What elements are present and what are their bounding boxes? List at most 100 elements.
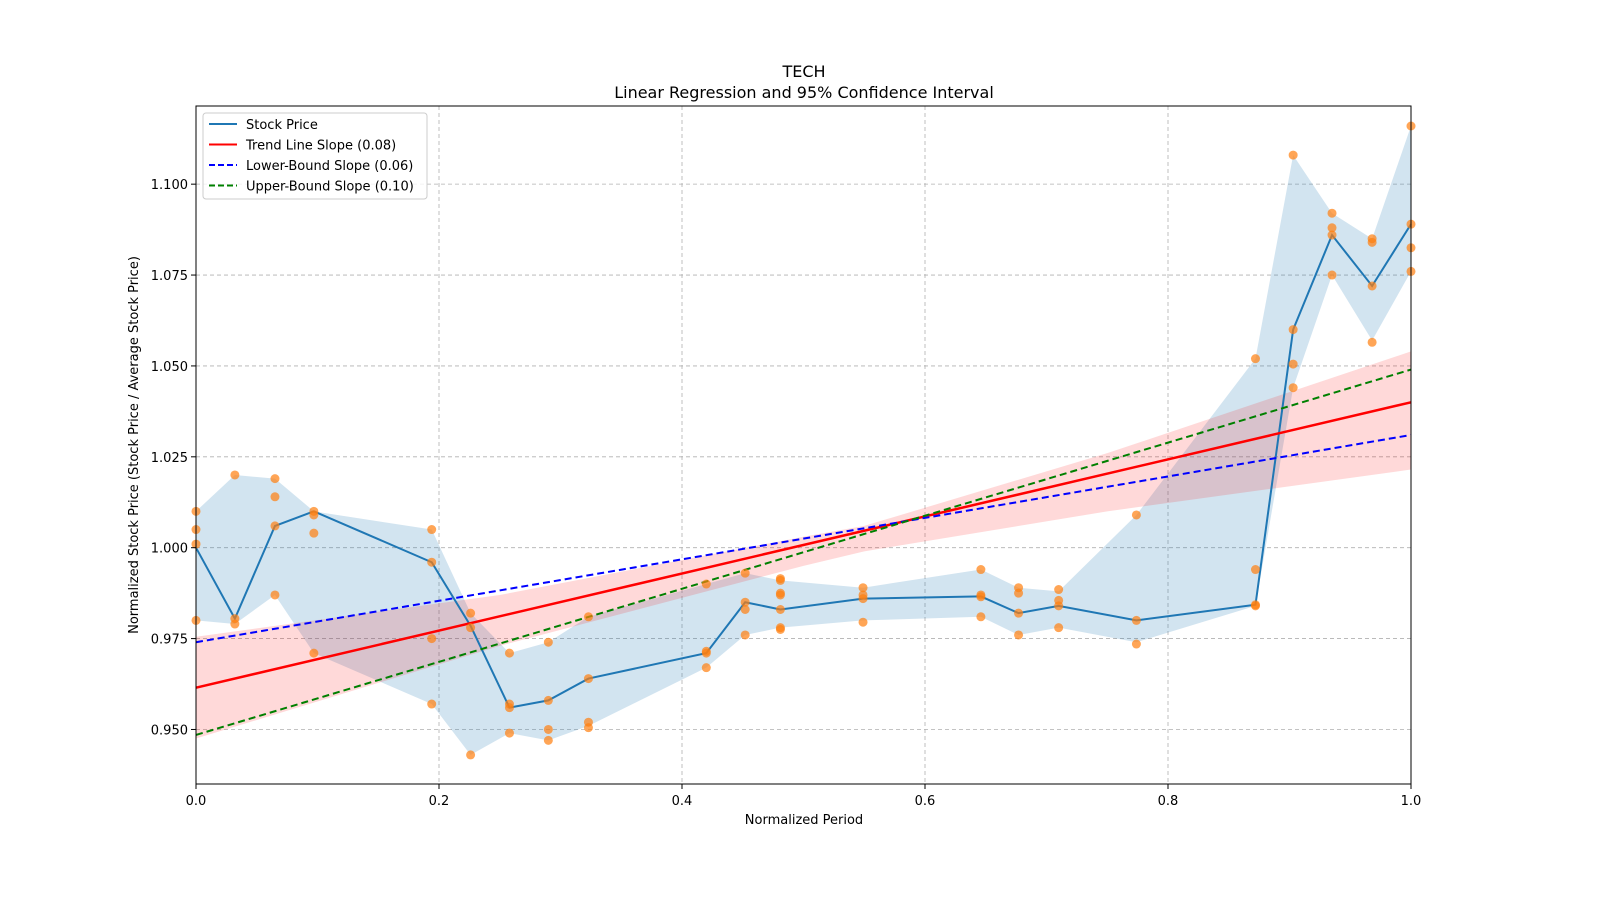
scatter-point — [504, 728, 514, 738]
x-axis-ticks: 0.0 0.2 0.4 0.6 0.8 1.0 — [186, 784, 1422, 809]
scatter-point — [309, 510, 319, 520]
scatter-point — [1327, 230, 1337, 240]
plot-frame — [195, 105, 1412, 785]
scatter-point — [543, 695, 553, 705]
scatter-point — [1014, 608, 1024, 618]
x-tick-label: 0.8 — [1158, 794, 1179, 809]
scatter-point — [1131, 615, 1141, 625]
y-tick-label: 1.075 — [151, 269, 188, 284]
x-tick-label: 0.2 — [429, 794, 450, 809]
scatter-point — [543, 724, 553, 734]
x-tick-label: 1.0 — [1401, 794, 1422, 809]
scatter-point — [230, 619, 240, 629]
scatter-point — [1327, 270, 1337, 280]
stock-price-line — [195, 223, 1412, 709]
scatter-point — [1288, 383, 1298, 393]
y-tick-label: 0.975 — [151, 633, 188, 648]
scatter-point — [427, 557, 437, 567]
scatter-point — [427, 525, 437, 535]
scatter-point — [1054, 601, 1064, 611]
scatter-point — [466, 623, 476, 633]
scatter-point — [309, 528, 319, 538]
scatter-point — [1014, 630, 1024, 640]
chart-subtitle: Linear Regression and 95% Confidence Int… — [614, 83, 994, 102]
scatter-point — [270, 474, 280, 484]
scatter-point — [583, 723, 593, 733]
legend-box — [202, 112, 428, 200]
scatter-point — [701, 648, 711, 658]
scatter-point — [1327, 208, 1337, 218]
scatter-point — [1367, 337, 1377, 347]
scatter-point — [775, 624, 785, 634]
scatter-point — [740, 605, 750, 615]
scatter-point — [775, 590, 785, 600]
scatter-point — [1288, 150, 1298, 160]
x-tick-label: 0.4 — [672, 794, 693, 809]
scatter-points — [191, 121, 1416, 760]
scatter-point — [270, 590, 280, 600]
scatter-point — [1367, 237, 1377, 247]
scatter-point — [1327, 223, 1337, 233]
upper-bound-line — [195, 368, 1412, 736]
scatter-point — [1014, 588, 1024, 598]
scatter-point — [1288, 325, 1298, 335]
y-axis-ticks: 0.950 0.975 1.000 1.025 1.050 1.075 1.100 — [151, 178, 196, 738]
y-tick-label: 1.100 — [151, 178, 188, 193]
scatter-point — [543, 637, 553, 647]
scatter-point — [858, 583, 868, 593]
lines — [195, 223, 1412, 736]
scatter-point — [427, 699, 437, 709]
scatter-point — [504, 648, 514, 658]
y-tick-label: 0.950 — [151, 723, 188, 738]
scatter-point — [427, 634, 437, 644]
scatter-point — [740, 597, 750, 607]
scatter-point — [466, 608, 476, 618]
y-axis-label: Normalized Stock Price (Stock Price / Av… — [127, 256, 142, 634]
scatter-point — [583, 674, 593, 684]
scatter-point — [775, 605, 785, 615]
stock-price-confidence-band — [196, 125, 1411, 755]
scatter-point — [466, 750, 476, 760]
scatter-point — [270, 492, 280, 502]
chart-title: TECH — [781, 62, 825, 81]
lower-bound-line — [195, 434, 1412, 644]
scatter-point — [976, 565, 986, 575]
scatter-point — [976, 612, 986, 622]
legend-label: Stock Price — [246, 118, 318, 133]
scatter-point — [543, 735, 553, 745]
scatter-point — [740, 630, 750, 640]
legend-label: Trend Line Slope (0.08) — [245, 139, 396, 154]
scatter-point — [1367, 281, 1377, 291]
trend-line — [195, 401, 1412, 689]
x-tick-label: 0.0 — [186, 794, 207, 809]
x-tick-label: 0.6 — [915, 794, 936, 809]
scatter-point — [1288, 359, 1298, 369]
scatter-point — [230, 470, 240, 480]
y-tick-label: 1.050 — [151, 360, 188, 375]
scatter-point — [309, 648, 319, 658]
scatter-point — [1250, 565, 1260, 575]
scatter-point — [1250, 354, 1260, 364]
scatter-point — [858, 594, 868, 604]
scatter-point — [740, 568, 750, 578]
y-tick-label: 1.000 — [151, 542, 188, 557]
scatter-point — [858, 617, 868, 627]
scatter-point — [701, 663, 711, 673]
grid — [196, 106, 1411, 784]
scatter-point — [270, 521, 280, 531]
scatter-point — [504, 703, 514, 713]
scatter-point — [1131, 639, 1141, 649]
legend-label: Lower-Bound Slope (0.06) — [246, 159, 413, 174]
y-tick-label: 1.025 — [151, 451, 188, 466]
scatter-point — [976, 592, 986, 602]
scatter-point — [775, 575, 785, 585]
x-axis-label: Normalized Period — [745, 813, 863, 828]
legend-label: Upper-Bound Slope (0.10) — [246, 180, 414, 195]
bands — [196, 125, 1411, 755]
scatter-point — [1131, 510, 1141, 520]
scatter-point — [1054, 585, 1064, 595]
scatter-point — [583, 612, 593, 622]
scatter-point — [1054, 623, 1064, 633]
legend: Stock Price Trend Line Slope (0.08) Lower-… — [202, 112, 428, 200]
